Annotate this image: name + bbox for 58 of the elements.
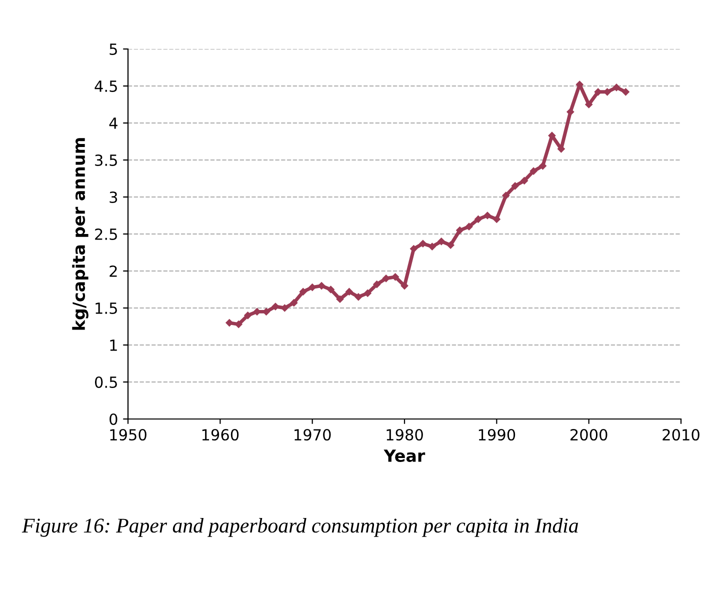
point	[604, 88, 611, 96]
point	[502, 192, 510, 200]
point	[530, 167, 538, 175]
point	[493, 216, 500, 223]
point	[318, 282, 326, 290]
x-tick-label: 2000	[570, 428, 608, 441]
point	[272, 302, 280, 310]
point	[585, 100, 592, 108]
y-tick-label: 5	[110, 44, 117, 56]
point	[456, 226, 464, 234]
point	[484, 212, 492, 220]
y-tick-label: 1.5	[96, 302, 117, 314]
point	[446, 241, 454, 249]
point	[465, 222, 473, 230]
point	[336, 295, 344, 303]
point	[354, 293, 362, 301]
x-axis-title: Year	[384, 450, 426, 462]
point	[299, 288, 307, 296]
point	[281, 304, 288, 312]
y-tick-label: 3	[110, 191, 118, 204]
point	[474, 216, 482, 223]
point	[566, 108, 574, 116]
caption: Figure 16: Paper and paperboard consumption per capita in India	[22, 518, 578, 537]
point	[382, 274, 390, 282]
x-tick-label: 1980	[386, 428, 423, 441]
point	[511, 182, 519, 190]
point	[428, 242, 436, 250]
point	[327, 286, 334, 294]
point	[392, 273, 399, 281]
point	[410, 245, 418, 252]
y-tick-label: 0	[110, 413, 118, 426]
y-tick-label: 2.5	[95, 228, 117, 240]
point	[226, 319, 234, 326]
point	[612, 84, 620, 92]
point	[438, 238, 446, 246]
y-tick-label: 4.5	[94, 80, 117, 92]
y-tick-label: 1	[110, 340, 117, 351]
point	[244, 312, 252, 320]
x-tick-label: 1990	[478, 428, 516, 441]
y-tick-label: 3.5	[95, 154, 117, 166]
x-tick-label: 1950	[110, 428, 146, 441]
x-tick-label: 1970	[294, 428, 331, 441]
point	[346, 288, 353, 296]
point	[262, 308, 270, 316]
x-tick-label: 1960	[202, 428, 239, 441]
point	[308, 284, 316, 291]
y-tick-label: 4	[109, 118, 118, 129]
point	[364, 290, 372, 297]
point	[373, 280, 380, 288]
x-tick-label: 2010	[662, 428, 700, 441]
point	[622, 88, 630, 96]
point	[419, 240, 427, 248]
y-tick-label: 0.5	[94, 376, 117, 388]
point	[290, 299, 298, 306]
y-tick-label: 2	[110, 265, 117, 277]
y-axis-title: kg/capita per annum	[72, 138, 88, 330]
point	[520, 177, 528, 184]
point	[539, 162, 546, 170]
